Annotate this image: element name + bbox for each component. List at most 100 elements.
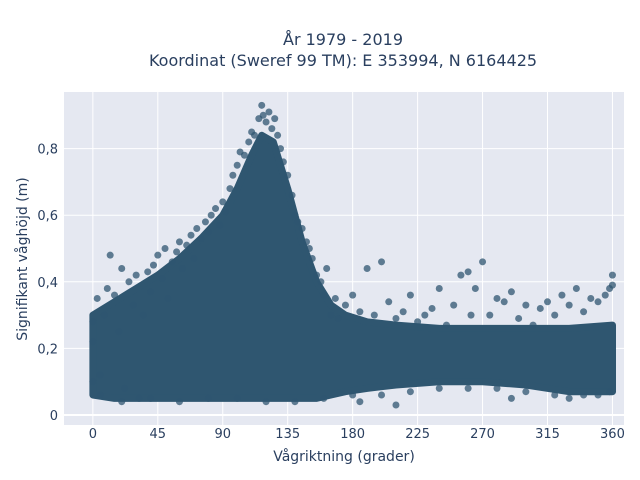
scatter-point <box>251 131 259 139</box>
scatter-point <box>378 258 386 266</box>
scatter-point <box>464 268 472 276</box>
scatter-point <box>435 284 443 292</box>
scatter-point <box>392 401 400 409</box>
scatter-point <box>216 221 224 229</box>
scatter-point <box>327 311 335 319</box>
y-tick-labels: 0 0,2 0,4 0,6 0,8 <box>37 143 58 424</box>
scatter-point <box>558 291 566 299</box>
scatter-point <box>115 328 123 336</box>
scatter-point <box>385 298 393 306</box>
scatter-point <box>507 288 515 296</box>
scatter-point <box>486 311 494 319</box>
scatter-point <box>201 218 209 226</box>
scatter-point <box>308 255 316 262</box>
scatter-point <box>147 394 155 402</box>
scatter-point <box>551 311 559 319</box>
scatter-point <box>320 394 328 402</box>
scatter-point <box>551 391 559 399</box>
scatter-point <box>149 261 157 269</box>
scatter-point <box>565 394 573 402</box>
scatter-point <box>479 258 487 266</box>
scatter-point <box>313 271 321 279</box>
scatter-point <box>399 308 407 316</box>
scatter-point <box>522 301 530 309</box>
scatter-point <box>118 264 126 272</box>
scatter-point <box>132 271 140 279</box>
scatter-point <box>125 278 133 286</box>
scatter-point <box>161 245 169 253</box>
scatter-point <box>178 264 186 272</box>
scatter-point <box>580 308 588 316</box>
scatter-point <box>233 394 241 402</box>
y-tick-label: 0,4 <box>37 276 58 291</box>
scatter-point <box>265 108 273 116</box>
scatter-point <box>580 391 588 399</box>
x-tick-labels: 0 45 90 135 180 225 270 315 360 <box>89 427 625 442</box>
scatter-point <box>471 284 479 292</box>
scatter-point <box>608 271 616 279</box>
y-tick-label: 0,8 <box>37 143 58 158</box>
scatter-point <box>294 218 302 226</box>
scatter-point <box>144 268 152 276</box>
scatter-point <box>493 384 501 392</box>
x-tick-label: 135 <box>275 427 300 442</box>
scatter-point <box>356 308 364 316</box>
scatter-point <box>229 171 237 179</box>
scatter-point <box>302 238 310 246</box>
scatter-point <box>467 311 475 319</box>
scatter-point <box>268 125 276 133</box>
scatter-point <box>317 278 325 286</box>
scatter-point <box>197 235 205 243</box>
scatter-point <box>204 394 212 402</box>
scatter-point <box>271 115 279 123</box>
scatter-point <box>89 378 97 386</box>
chart-subtitle: Koordinat (Sweref 99 TM): E 353994, N 61… <box>149 51 537 70</box>
scatter-point <box>154 251 162 259</box>
scatter-point <box>173 248 181 256</box>
scatter-point <box>158 274 166 282</box>
x-tick-label: 360 <box>600 427 625 442</box>
scatter-point <box>331 294 339 302</box>
scatter-point <box>594 391 602 399</box>
scatter-point <box>378 391 386 399</box>
y-tick-label: 0,6 <box>37 209 58 224</box>
scatter-point <box>288 191 296 199</box>
scatter-point <box>608 281 616 289</box>
scatter-point <box>515 314 523 322</box>
scatter-point <box>96 391 104 399</box>
scatter-point <box>219 198 227 206</box>
scatter-point <box>89 318 97 326</box>
scatter-point <box>168 258 176 266</box>
scatter-point <box>572 284 580 292</box>
scatter-point <box>565 301 573 309</box>
scatter-point <box>305 245 313 253</box>
y-tick-label: 0 <box>50 409 58 424</box>
scatter-point <box>284 171 292 179</box>
scatter-point <box>121 384 129 392</box>
scatter-point <box>276 145 284 153</box>
scatter-point <box>187 231 195 239</box>
scatter-point <box>222 208 230 216</box>
scatter-point <box>529 321 537 329</box>
scatter-point <box>204 228 212 236</box>
scatter-point <box>103 284 111 292</box>
scatter-point <box>414 318 422 326</box>
chart-title: År 1979 - 2019 <box>283 30 403 49</box>
scatter-point <box>291 211 299 219</box>
scatter-point <box>606 388 614 396</box>
scatter-point <box>601 291 609 299</box>
scatter-point <box>464 384 472 392</box>
scatter-point <box>258 101 266 109</box>
x-axis-title: Vågriktning (grader) <box>273 448 415 465</box>
x-tick-label: 90 <box>214 427 231 442</box>
x-tick-label: 0 <box>89 427 97 442</box>
scatter-point <box>190 255 198 262</box>
scatter-point <box>435 384 443 392</box>
scatter-point <box>139 311 147 319</box>
scatter-point <box>212 205 220 213</box>
x-tick-label: 270 <box>470 427 495 442</box>
scatter-point <box>118 398 126 406</box>
scatter-point <box>183 241 191 249</box>
scatter-point <box>96 371 104 379</box>
